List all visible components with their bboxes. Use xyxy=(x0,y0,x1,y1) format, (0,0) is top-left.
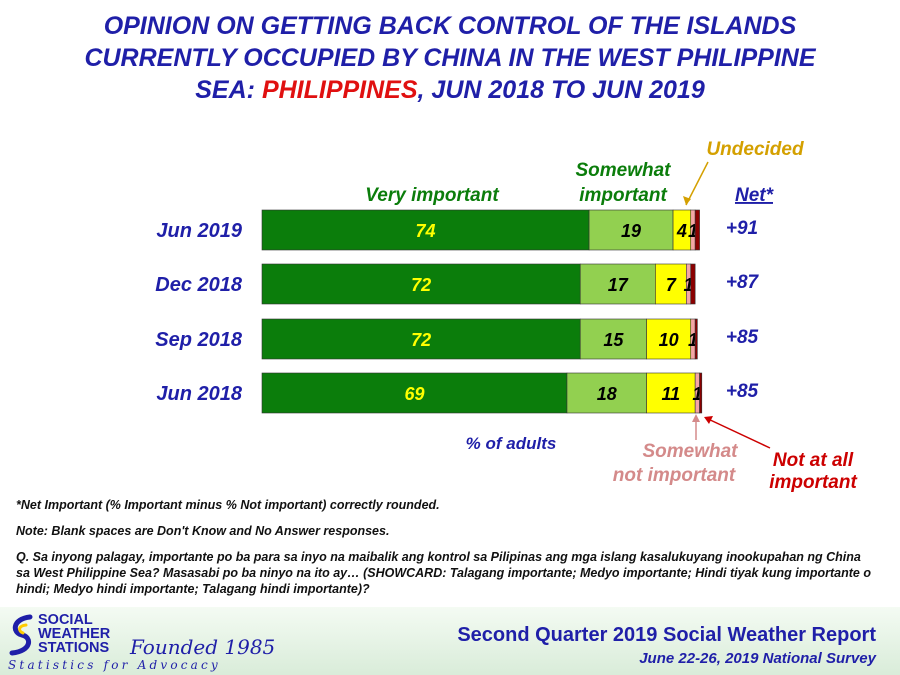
net-header: Net* xyxy=(735,185,775,206)
survey-dates: June 22-26, 2019 National Survey xyxy=(639,650,876,667)
bar-segment xyxy=(699,372,703,414)
data-label: 1 xyxy=(688,221,698,241)
bar-segment xyxy=(261,263,581,305)
data-label: 72 xyxy=(411,330,431,350)
legend-not-at-all-1: Not at all xyxy=(773,450,854,471)
row-label: Jun 2018 xyxy=(156,383,242,405)
chart-title: OPINION ON GETTING BACK CONTROL OF THE I… xyxy=(0,10,900,106)
bar-segment xyxy=(261,318,581,360)
data-label: 72 xyxy=(411,275,431,295)
data-label: 17 xyxy=(608,275,629,295)
legend-somewhat-not-2: not important xyxy=(613,465,736,486)
data-label: 4 xyxy=(676,221,687,241)
net-value: +87 xyxy=(726,272,760,293)
not-at-all-arrow xyxy=(705,417,771,449)
bar-segment xyxy=(646,372,696,414)
bar-segment xyxy=(261,209,590,251)
notes: *Net Important (% Important minus % Not … xyxy=(16,497,876,607)
swirl-logo-icon xyxy=(9,614,33,656)
bar-segment xyxy=(579,318,647,360)
row-label: Jun 2019 xyxy=(156,220,242,242)
row-label: Dec 2018 xyxy=(155,274,243,296)
report-title: Second Quarter 2019 Social Weather Repor… xyxy=(457,624,876,646)
survey-question: Q. Sa inyong palagay, importante po ba p… xyxy=(16,550,871,596)
data-label: 7 xyxy=(666,275,677,295)
blank-note: Note: Blank spaces are Don't Know and No… xyxy=(16,524,390,538)
data-label: 18 xyxy=(597,384,617,404)
title-line-1: OPINION ON GETTING BACK CONTROL OF THE I… xyxy=(103,12,797,40)
data-label: 69 xyxy=(404,384,424,404)
founded-text: Founded 1985 xyxy=(130,635,276,659)
data-label: 1 xyxy=(692,384,702,404)
bar-segment xyxy=(566,372,647,414)
data-label: 15 xyxy=(603,330,624,350)
data-label: 74 xyxy=(416,221,436,241)
x-axis-label: % of adults xyxy=(466,434,557,453)
undecided-arrowhead xyxy=(683,196,691,205)
bar-segment xyxy=(690,263,696,305)
sws-logo: SOCIAL WEATHER STATIONS Founded 1985 Sta… xyxy=(8,611,308,673)
title-highlight: PHILIPPINES xyxy=(261,76,418,104)
data-label: 11 xyxy=(662,384,681,404)
bar-segment xyxy=(694,209,700,251)
org-name: SOCIAL WEATHER STATIONS xyxy=(38,612,111,656)
bar-segment xyxy=(694,318,698,360)
row-label: Sep 2018 xyxy=(155,329,243,351)
legend-very-important: Very important xyxy=(365,185,499,206)
undecided-arrow xyxy=(685,161,709,206)
tagline: Statistics for Advocacy xyxy=(8,658,221,672)
title-line-3: SEA: PHILIPPINES, JUN 2018 TO JUN 2019 xyxy=(195,76,705,104)
legend-undecided: Undecided xyxy=(706,139,804,160)
data-label: 1 xyxy=(684,275,694,295)
somewhat-not-arrowhead xyxy=(692,414,700,422)
net-footnote: *Net Important (% Important minus % Not … xyxy=(16,498,440,512)
bar-segment xyxy=(261,372,568,414)
footer-band xyxy=(0,607,900,675)
legend-not-at-all-2: important xyxy=(769,472,857,493)
title-line-2: CURRENTLY OCCUPIED BY CHINA IN THE WEST … xyxy=(84,44,816,72)
bar-segment xyxy=(646,318,692,360)
legend-somewhat-not-1: Somewhat xyxy=(642,441,738,462)
data-label: 10 xyxy=(659,330,679,350)
data-label: 1 xyxy=(688,330,698,350)
data-label: 19 xyxy=(621,221,641,241)
not-at-all-arrowhead xyxy=(704,416,713,424)
net-value: +85 xyxy=(726,327,759,348)
net-value: +91 xyxy=(726,218,758,239)
net-value: +85 xyxy=(726,381,759,402)
legend-somewhat-important-2: important xyxy=(579,185,667,206)
legend-somewhat-important-1: Somewhat xyxy=(575,160,671,181)
